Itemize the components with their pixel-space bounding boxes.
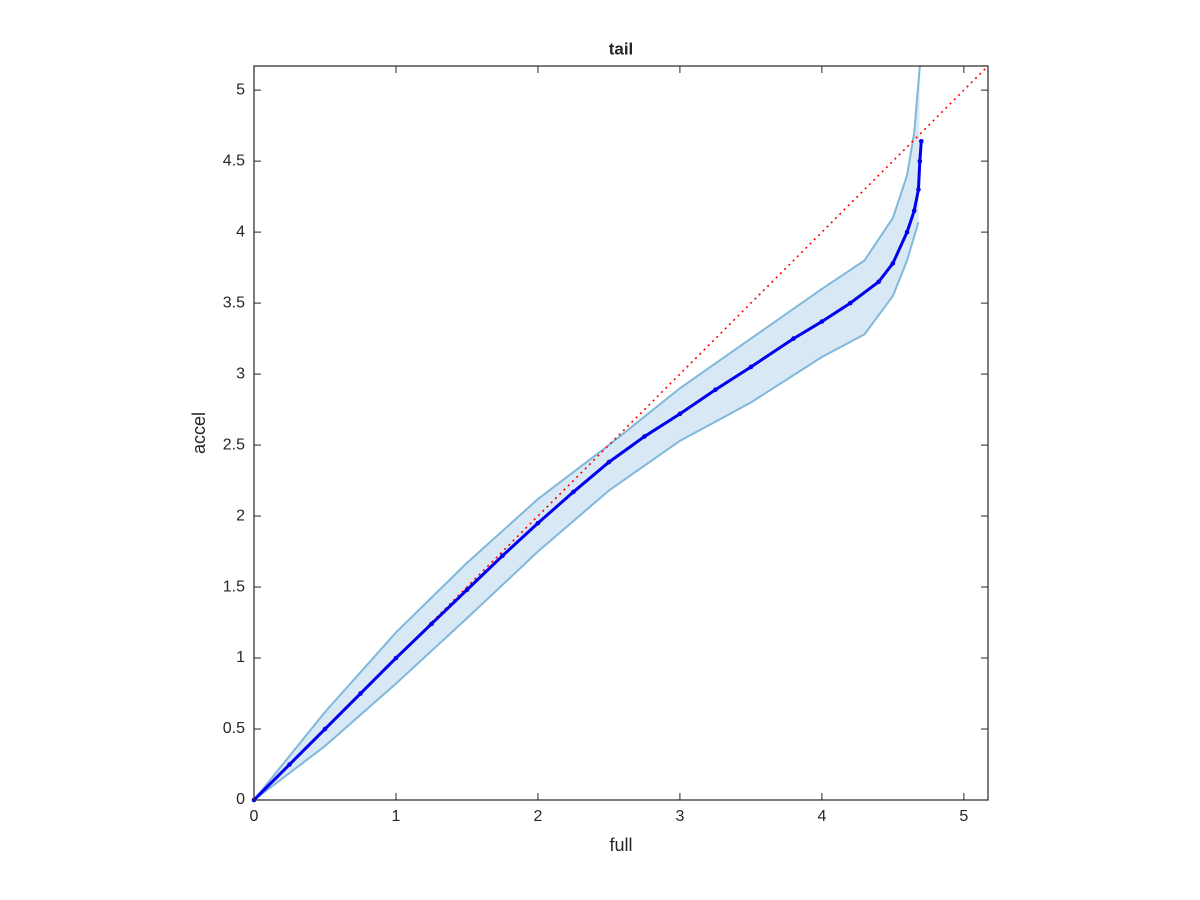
qq-point bbox=[911, 208, 917, 214]
y-tick-label: 2.5 bbox=[223, 436, 245, 453]
x-tick-label: 5 bbox=[959, 808, 968, 825]
qq-point bbox=[322, 726, 328, 732]
chart-title: tail bbox=[609, 39, 634, 58]
qq-point bbox=[571, 489, 576, 495]
qq-point bbox=[393, 655, 399, 661]
y-tick-label: 3.5 bbox=[223, 294, 245, 311]
y-tick-label: 1.5 bbox=[223, 578, 245, 595]
qq-point bbox=[876, 279, 881, 285]
y-tick-label: 5 bbox=[236, 81, 245, 98]
qq-point bbox=[429, 621, 434, 627]
y-tick-label: 2 bbox=[236, 507, 245, 524]
y-tick-label: 4.5 bbox=[223, 152, 245, 169]
x-tick-label: 3 bbox=[675, 808, 684, 825]
qq-point bbox=[464, 587, 470, 593]
qq-point bbox=[358, 691, 363, 696]
x-tick-label: 2 bbox=[533, 808, 542, 825]
qq-point bbox=[713, 387, 718, 392]
x-axis-label: full bbox=[609, 835, 632, 855]
y-tick-label: 3 bbox=[236, 365, 245, 382]
qq-point bbox=[819, 319, 825, 324]
qq-point bbox=[748, 364, 754, 370]
qq-point bbox=[606, 459, 612, 465]
y-tick-label: 0.5 bbox=[223, 720, 245, 737]
axes-box bbox=[253, 65, 989, 801]
band-fill bbox=[254, 66, 920, 800]
qq-point bbox=[904, 229, 910, 235]
x-tick-label: 0 bbox=[250, 808, 259, 825]
x-tick-label: 4 bbox=[817, 808, 826, 825]
qq-point bbox=[642, 434, 647, 439]
band-upper bbox=[253, 65, 921, 801]
y-tick-label: 4 bbox=[236, 223, 245, 240]
reference-line bbox=[253, 65, 989, 801]
qq-point bbox=[917, 158, 923, 164]
qq-point bbox=[791, 336, 796, 341]
y-tick-label: 0 bbox=[236, 791, 245, 808]
y-axis-label: accel bbox=[189, 412, 209, 454]
qq-point bbox=[847, 300, 853, 306]
x-tick-label: 1 bbox=[392, 808, 401, 825]
qq-point bbox=[287, 762, 292, 767]
qq-point bbox=[918, 138, 924, 144]
qq-point bbox=[500, 553, 505, 559]
qq-point bbox=[916, 187, 921, 192]
band-lower bbox=[253, 221, 920, 801]
qq-point bbox=[677, 411, 683, 417]
y-tick-label: 1 bbox=[236, 649, 245, 666]
qq-point bbox=[535, 520, 541, 526]
qq-point bbox=[890, 261, 896, 266]
